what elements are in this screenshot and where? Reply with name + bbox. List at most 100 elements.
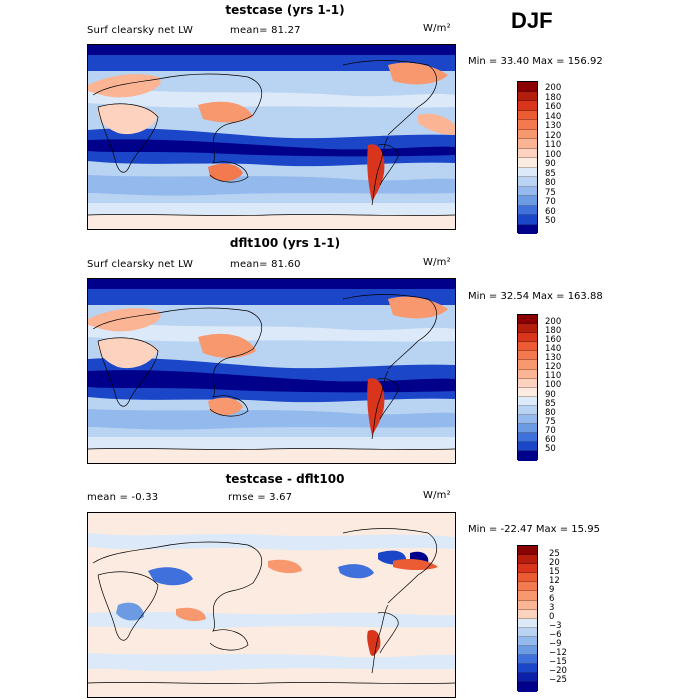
europe-warm: [88, 74, 161, 98]
colorbar-swatch: [518, 91, 537, 101]
colorbar-tick-label: 9: [549, 585, 555, 595]
season-label: DJF: [511, 8, 553, 33]
colorbar-tick-label: 75: [545, 417, 556, 427]
colorbar-tick-label: −3: [549, 621, 562, 631]
colorbar-swatch: [518, 387, 537, 397]
panel1-title: testcase (yrs 1-1): [225, 3, 345, 17]
panel3-title: testcase - dflt100: [225, 472, 345, 486]
colorbar-tick-label: 110: [545, 371, 562, 381]
colorbar-swatch: [518, 369, 537, 379]
panel2-title: dflt100 (yrs 1-1): [229, 236, 341, 250]
northamerica-warm: [388, 296, 448, 319]
africa-warm: [97, 104, 158, 135]
colorbar-tick-label: 20: [549, 558, 560, 568]
panel2-units: W/m²: [423, 257, 451, 268]
panel3-minmax: Min = -22.47 Max = 15.95: [468, 524, 600, 535]
panel1-variable: Surf clearsky net LW: [87, 25, 194, 36]
colorbar-tick-label: 25: [549, 549, 560, 559]
colorbar-tick-label: 140: [545, 112, 562, 122]
diff-band: [88, 533, 455, 551]
coastlines: [88, 294, 455, 450]
colorbar-tick-label: 130: [545, 353, 562, 363]
colorbar-swatch: [518, 546, 537, 556]
arctic-core: [88, 279, 455, 289]
panel3-map-svg: [88, 513, 455, 697]
coast-southamerica: [371, 136, 399, 206]
colorbar-swatch: [518, 433, 537, 443]
colorbar-swatch: [518, 342, 537, 352]
colorbar-tick-label: 0: [549, 612, 555, 622]
colorbar-tick-label: 85: [545, 169, 556, 179]
colorbar-tick-label: 140: [545, 344, 562, 354]
colorbar-tick-label: 180: [545, 93, 562, 103]
colorbar-tick-label: 180: [545, 326, 562, 336]
colorbar-tick-label: 100: [545, 380, 562, 390]
colorbar-tick-label: 200: [545, 317, 562, 327]
tropical-core: [88, 139, 455, 157]
colorbar-swatch: [518, 405, 537, 416]
colorbar-swatch: [518, 564, 537, 574]
colorbar-swatch: [518, 360, 537, 370]
coast-africa: [97, 103, 159, 173]
colorbar-tick-label: 75: [545, 188, 556, 198]
colorbar-swatch: [518, 415, 537, 425]
colorbar-swatch: [518, 442, 537, 452]
panel2-variable: Surf clearsky net LW: [87, 259, 194, 270]
panel3-colorbar: [517, 545, 538, 692]
colorbar-swatch: [518, 600, 537, 610]
colorbar-tick-label: 110: [545, 140, 562, 150]
southamerica-warm: [367, 144, 385, 201]
panel2-mean: mean= 81.60: [230, 259, 301, 270]
colorbar-tick-label: 130: [545, 121, 562, 131]
south-midlat: [88, 175, 455, 196]
colorbar-swatch: [518, 158, 537, 168]
panel3-units: W/m²: [423, 490, 451, 501]
colorbar-swatch: [518, 315, 537, 325]
colorbar-swatch: [518, 351, 537, 361]
panel1-map: [87, 44, 456, 230]
colorbar-swatch: [518, 627, 537, 637]
colorbar-tick-label: −6: [549, 630, 562, 640]
colorbar-swatch: [518, 167, 537, 177]
colorbar-tick-label: −25: [549, 675, 567, 685]
colorbar-tick-label: 100: [545, 150, 562, 160]
coast-southamerica: [371, 604, 399, 674]
panel1-mean: mean= 81.27: [230, 25, 301, 36]
colorbar-swatch: [518, 224, 537, 234]
antarctic-core: [88, 449, 455, 463]
colorbar-swatch: [518, 110, 537, 120]
diff-positive: [367, 629, 381, 656]
tropical-core: [88, 370, 455, 393]
colorbar-swatch: [518, 177, 537, 187]
coast-northamerica: [342, 528, 438, 604]
north-midlat: [88, 85, 455, 108]
panel2-map-svg: [88, 279, 455, 463]
panel2-colorbar: [517, 314, 538, 461]
colorbar-swatch: [518, 215, 537, 225]
south-midlat: [88, 409, 455, 430]
africa-warm: [97, 338, 158, 369]
southamerica-warm: [367, 378, 385, 435]
panel3-map: [87, 512, 456, 698]
colorbar-tick-label: 70: [545, 197, 556, 207]
colorbar-tick-label: 70: [545, 426, 556, 436]
colorbar-swatch: [518, 646, 537, 656]
coast-northamerica: [342, 60, 438, 136]
colorbar-swatch: [518, 655, 537, 665]
colorbar-swatch: [518, 664, 537, 674]
colorbar-tick-label: 50: [545, 216, 556, 226]
colorbar-tick-label: 3: [549, 603, 555, 613]
colorbar-tick-label: −20: [549, 666, 567, 676]
colorbar-swatch: [518, 82, 537, 92]
colorbar-tick-label: 160: [545, 335, 562, 345]
coastlines: [88, 528, 455, 684]
colorbar-tick-label: −12: [549, 648, 567, 658]
asia-warm: [198, 333, 256, 358]
colorbar-swatch: [518, 582, 537, 592]
europe-warm: [88, 308, 161, 332]
colorbar-swatch: [518, 682, 537, 692]
colorbar-swatch: [518, 378, 537, 388]
panel1-colorbar: [517, 81, 538, 234]
asia-warm: [198, 101, 253, 123]
panel3-mean: mean = -0.33: [87, 492, 159, 503]
